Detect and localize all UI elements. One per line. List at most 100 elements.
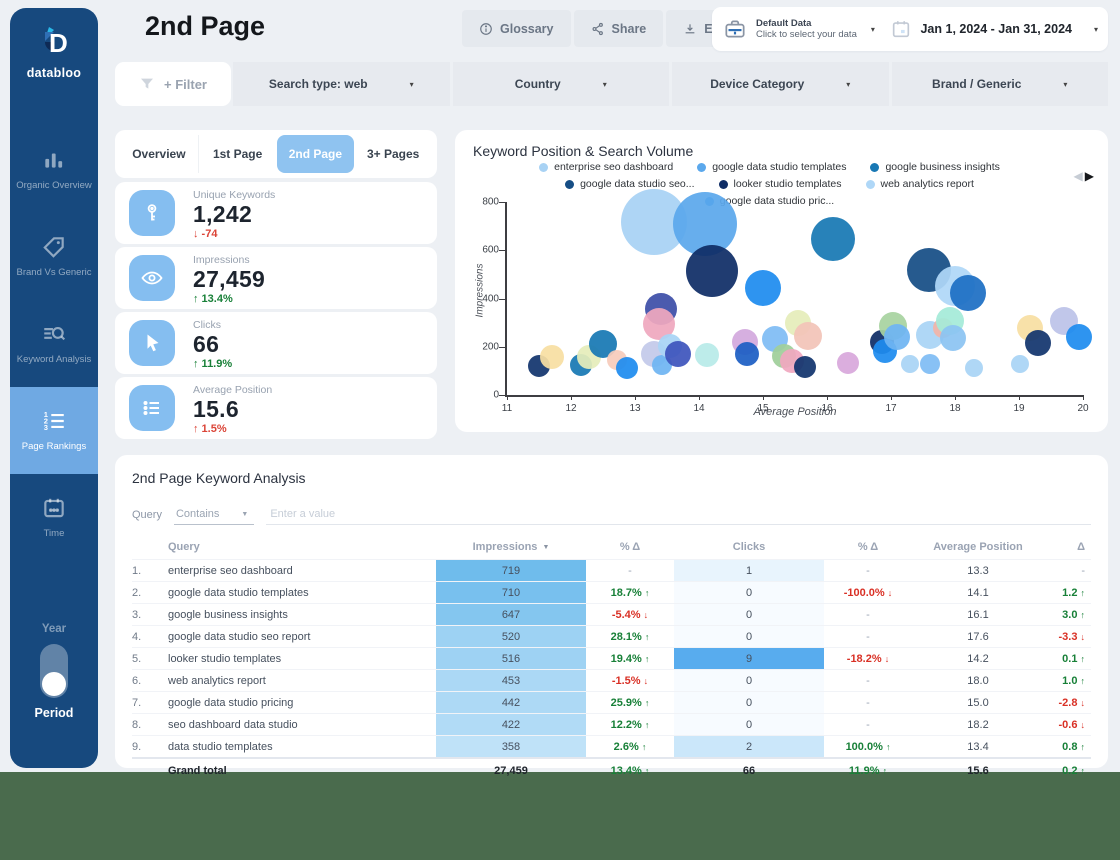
- tab-3-pages[interactable]: 3+ Pages: [366, 147, 420, 161]
- x-tick-label: 18: [949, 403, 961, 414]
- up-arrow-icon: ↑: [193, 358, 199, 370]
- tab-overview[interactable]: Overview: [132, 147, 186, 161]
- bubble[interactable]: [694, 342, 719, 367]
- average-position-cell: 13.3: [967, 564, 989, 577]
- x-tick: [1019, 395, 1020, 400]
- table-row: 8. seo dashboard data studio 422 12.2% ↑…: [132, 713, 1091, 735]
- sidebar-item-label: Page Rankings: [21, 441, 87, 453]
- clicks-delta-cell: -: [866, 630, 870, 643]
- toggle-period-label[interactable]: Period: [34, 706, 74, 720]
- share-label: Share: [611, 21, 647, 36]
- position-delta-cell: 1.0 ↑: [1062, 674, 1085, 687]
- y-tick: [499, 298, 505, 300]
- bubble-seo-dashboard-data-studio[interactable]: [949, 275, 986, 312]
- bubble[interactable]: [884, 324, 911, 351]
- bubble[interactable]: [664, 340, 691, 367]
- toggle-knob-icon[interactable]: [42, 672, 66, 696]
- filter-value-input[interactable]: [266, 508, 1091, 525]
- table-filter-row: Query Contains ▼: [132, 499, 1091, 525]
- kpi-delta: ↑ 13.4%: [193, 293, 233, 305]
- clicks-delta-cell: -: [866, 674, 870, 687]
- svg-text:1: 1: [44, 411, 48, 420]
- bubble[interactable]: [539, 344, 564, 369]
- legend-item[interactable]: looker studio templates: [718, 178, 842, 190]
- sidebar-item-keyword-analysis[interactable]: Keyword Analysis: [10, 300, 98, 387]
- tab-2nd-page[interactable]: 2nd Page: [276, 135, 355, 173]
- legend-item[interactable]: google data studio templates: [697, 161, 846, 173]
- grand-total-clicks-delta: 11.9% ↑: [848, 764, 888, 777]
- bubble-plot: 800 600 400 200 0 11 12 13 14 15 16 17 18 19 20: [482, 188, 1092, 414]
- table-row: 7. google data studio pricing 442 25.9% …: [132, 691, 1091, 713]
- bubble[interactable]: [793, 321, 822, 350]
- share-button[interactable]: Share: [573, 10, 664, 47]
- average-position-cell: 16.1: [967, 608, 989, 621]
- tab-1st-page[interactable]: 1st Page: [197, 135, 277, 173]
- up-arrow-icon: ↑: [1080, 609, 1086, 620]
- col-clicks[interactable]: Clicks: [732, 541, 766, 553]
- sidebar: D databloo Organic Overview Brand Vs Gen…: [10, 8, 98, 768]
- filter-dropdown-country[interactable]: Country ▾: [452, 62, 669, 106]
- clicks-delta-cell: 100.0% ↑: [845, 740, 891, 753]
- bubble-google-business-insights[interactable]: [811, 216, 856, 261]
- x-tick-label: 20: [1077, 403, 1089, 414]
- page-tabs: Overview 1st Page 2nd Page 3+ Pages: [115, 130, 437, 178]
- bubble[interactable]: [965, 359, 984, 377]
- position-delta-cell: 0.1 ↑: [1062, 652, 1085, 665]
- bubble[interactable]: [615, 357, 638, 379]
- col-average-position[interactable]: Average Position: [933, 541, 1023, 553]
- query-cell: google data studio seo report: [168, 630, 311, 643]
- bubble[interactable]: [1025, 330, 1052, 357]
- svg-text:2: 2: [44, 417, 48, 426]
- bubble[interactable]: [940, 324, 967, 351]
- x-tick-label: 13: [629, 403, 641, 414]
- legend-next-icon[interactable]: ▶: [1084, 169, 1094, 183]
- grand-total-impressions-delta: 13.4% ↑: [610, 764, 650, 777]
- sidebar-item-organic-overview[interactable]: Organic Overview: [10, 126, 98, 213]
- kpi-card-unique-keywords: Unique Keywords 1,242 ↓ -74: [115, 182, 437, 244]
- bubble[interactable]: [901, 355, 920, 374]
- bubble[interactable]: [1065, 324, 1092, 351]
- date-range-selector[interactable]: Jan 1, 2024 - Jan 31, 2024 ▾: [890, 18, 1098, 40]
- legend-item[interactable]: web analytics report: [865, 178, 974, 190]
- bubble-looker-studio-templates[interactable]: [685, 244, 738, 297]
- add-filter-button[interactable]: + Filter: [115, 62, 231, 106]
- toggle-year-label[interactable]: Year: [41, 623, 67, 635]
- col-position-delta: Δ: [1077, 541, 1085, 553]
- x-tick: [763, 395, 764, 400]
- clicks-cell: 2: [674, 736, 824, 757]
- bubble-google-data-studio-pricing[interactable]: [745, 270, 781, 307]
- glossary-button[interactable]: Glossary: [462, 10, 571, 47]
- sidebar-item-time[interactable]: Time: [10, 474, 98, 561]
- col-impressions-sort[interactable]: Impressions ▼: [472, 541, 550, 553]
- bubble[interactable]: [920, 354, 940, 375]
- bubble[interactable]: [1011, 355, 1030, 374]
- sidebar-nav: Organic Overview Brand Vs Generic Keywor…: [10, 126, 98, 561]
- impressions-cell: 453: [436, 670, 586, 691]
- down-arrow-icon: ↓: [1080, 631, 1086, 642]
- sidebar-item-brand-vs-generic[interactable]: Brand Vs Generic: [10, 213, 98, 300]
- average-position-cell: 18.2: [967, 718, 989, 731]
- bubble[interactable]: [735, 342, 759, 366]
- filter-dropdown-search-type-web[interactable]: Search type: web ▾: [233, 62, 450, 106]
- year-period-toggle[interactable]: [40, 644, 68, 698]
- filter-dropdown-brand-generic[interactable]: Brand / Generic ▾: [891, 62, 1108, 106]
- kpi-card-clicks: Clicks 66 ↑ 11.9%: [115, 312, 437, 374]
- legend-item[interactable]: google business insights: [870, 161, 1000, 173]
- x-tick-label: 12: [565, 403, 577, 414]
- row-index: 9.: [132, 740, 142, 753]
- contains-dropdown[interactable]: Contains ▼: [173, 508, 255, 525]
- data-source-selector[interactable]: Default Data Click to select your data ▾: [722, 16, 890, 42]
- y-tick-label: 800: [482, 196, 499, 208]
- bubble[interactable]: [837, 352, 860, 375]
- legend-prev-icon[interactable]: ◀: [1073, 169, 1083, 183]
- position-delta-cell: -: [1081, 564, 1085, 577]
- y-axis-title: Impressions: [474, 263, 486, 318]
- bubble[interactable]: [793, 356, 816, 379]
- filter-dropdown-device-category[interactable]: Device Category ▾: [672, 62, 889, 106]
- legend-item[interactable]: enterprise seo dashboard: [539, 161, 673, 173]
- impressions-cell: 358: [436, 736, 586, 757]
- legend-item[interactable]: google data studio seo...: [565, 178, 695, 190]
- average-position-cell: 15.0: [967, 696, 989, 709]
- row-index: 7.: [132, 696, 142, 709]
